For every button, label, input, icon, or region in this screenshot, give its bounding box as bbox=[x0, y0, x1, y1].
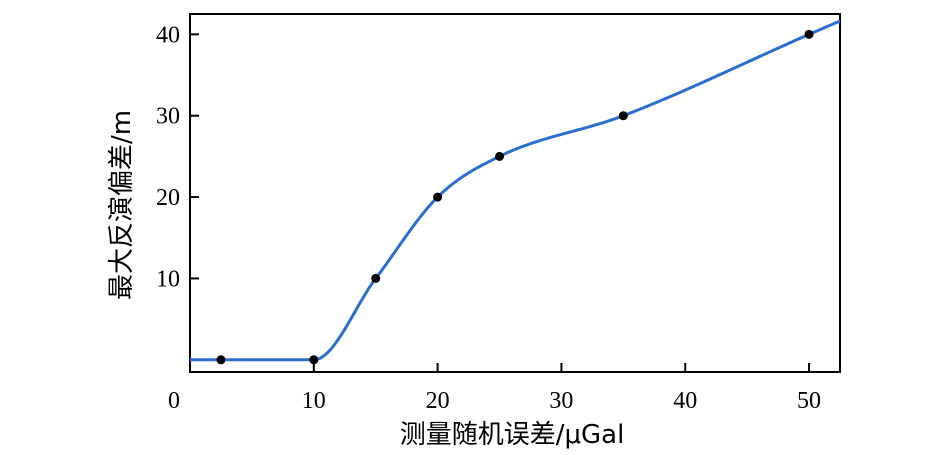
x-tick-label: 50 bbox=[797, 388, 821, 414]
y-tick-label: 10 bbox=[156, 266, 180, 292]
data-point bbox=[618, 111, 628, 121]
data-point bbox=[495, 151, 505, 161]
y-tick-label: 40 bbox=[156, 22, 180, 48]
plot-frame bbox=[189, 13, 841, 373]
y-tick-label: 30 bbox=[156, 104, 180, 130]
y-axis-title: 最大反演偏差/m bbox=[107, 110, 137, 300]
data-point bbox=[804, 29, 814, 39]
series-line bbox=[190, 19, 840, 362]
x-axis: 0 10 20 30 40 50 bbox=[168, 363, 821, 414]
y-tick-label: 20 bbox=[156, 185, 180, 211]
x-tick-label: 40 bbox=[673, 388, 697, 414]
data-point bbox=[371, 273, 381, 283]
x-tick-label: 10 bbox=[302, 388, 326, 414]
x-tick-label: 20 bbox=[426, 388, 450, 414]
x-tick-label: 30 bbox=[549, 388, 573, 414]
plot-area bbox=[189, 13, 841, 373]
x-axis-title: 测量随机误差/μGal bbox=[400, 420, 625, 450]
data-point bbox=[433, 192, 443, 202]
y-axis: 10 20 30 40 bbox=[156, 22, 199, 292]
data-point bbox=[216, 355, 226, 365]
data-point bbox=[309, 355, 319, 365]
x-tick-label: 0 bbox=[168, 388, 180, 414]
